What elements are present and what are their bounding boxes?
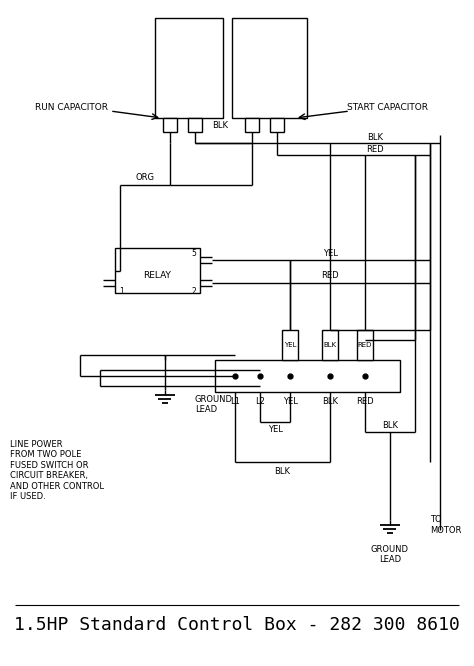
Text: RELAY: RELAY: [144, 271, 172, 280]
Text: BLK: BLK: [212, 121, 228, 129]
Text: RED: RED: [358, 342, 372, 348]
Text: RUN CAPACITOR: RUN CAPACITOR: [36, 103, 109, 113]
Text: LINE POWER
FROM TWO POLE
FUSED SWITCH OR
CIRCUIT BREAKER,
AND OTHER CONTROL
IF U: LINE POWER FROM TWO POLE FUSED SWITCH OR…: [10, 440, 104, 501]
Text: 2: 2: [191, 286, 196, 296]
Text: YEL: YEL: [267, 426, 283, 434]
Text: RED: RED: [321, 272, 339, 280]
Text: BLK: BLK: [274, 468, 291, 476]
Bar: [115, 248, 200, 293]
Bar: [282, 330, 298, 360]
Text: YEL: YEL: [284, 342, 296, 348]
Bar: [270, 118, 284, 132]
Text: BLK: BLK: [367, 133, 383, 143]
Text: GROUND
LEAD: GROUND LEAD: [371, 545, 409, 564]
Text: RED: RED: [356, 398, 374, 406]
Text: GROUND
LEAD: GROUND LEAD: [195, 395, 233, 414]
Text: 5: 5: [191, 250, 196, 258]
Text: BLK: BLK: [322, 398, 338, 406]
Bar: [188, 118, 202, 132]
Bar: [245, 118, 259, 132]
Text: YEL: YEL: [323, 248, 337, 258]
Text: 1.5HP Standard Control Box - 282 300 8610: 1.5HP Standard Control Box - 282 300 861…: [14, 616, 460, 634]
Bar: [155, 18, 223, 118]
Text: L2: L2: [255, 398, 265, 406]
Bar: [232, 18, 307, 118]
Text: 1: 1: [119, 286, 124, 296]
Text: RED: RED: [366, 145, 384, 155]
Bar: [322, 330, 338, 360]
Text: START CAPACITOR: START CAPACITOR: [347, 103, 428, 113]
Bar: [215, 360, 400, 392]
Text: BLK: BLK: [323, 342, 337, 348]
Text: ORG: ORG: [136, 174, 155, 182]
Bar: [163, 118, 177, 132]
Text: L1: L1: [230, 398, 240, 406]
Bar: [357, 330, 373, 360]
Text: YEL: YEL: [283, 398, 298, 406]
Text: TO
MOTOR: TO MOTOR: [430, 515, 461, 535]
Text: BLK: BLK: [382, 420, 398, 430]
